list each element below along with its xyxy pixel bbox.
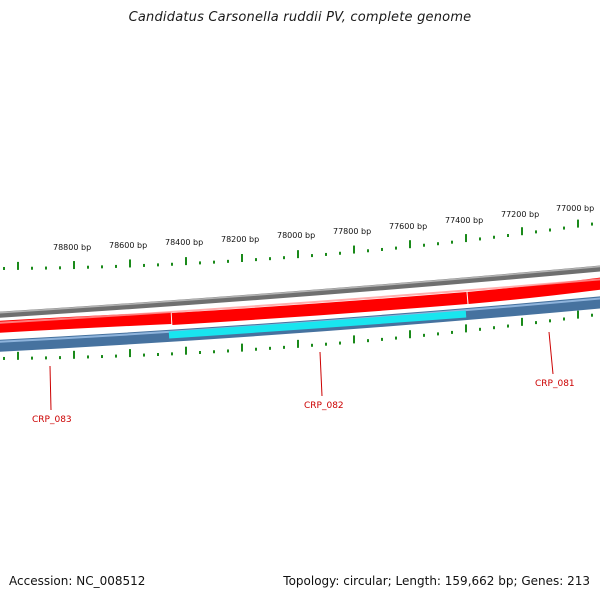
accession-text: Accession: NC_008512 <box>9 574 146 588</box>
gene-highlight-crp-082[interactable] <box>168 310 467 339</box>
gene-arrow-forward-middle[interactable] <box>171 292 468 325</box>
lower-tick-marks <box>3 310 593 360</box>
ruler-label-77800: 77800 bp <box>333 227 371 236</box>
genome-backbone-highlight <box>0 265 600 314</box>
ruler-label-77400: 77400 bp <box>445 216 483 225</box>
gene-label-crp-081[interactable]: CRP_081 <box>535 379 575 389</box>
gene-connector-crp-081 <box>548 331 554 375</box>
genome-summary-text: Topology: circular; Length: 159,662 bp; … <box>283 574 590 588</box>
upper-tick-marks <box>3 219 593 270</box>
genome-backbone <box>0 265 600 318</box>
gene-arrow-forward-right[interactable] <box>467 277 600 304</box>
ruler-label-77000: 77000 bp <box>556 204 594 213</box>
gene-connector-crp-082 <box>319 351 323 397</box>
ruler-label-77200: 77200 bp <box>501 210 539 219</box>
ruler-label-78400: 78400 bp <box>165 238 203 247</box>
gene-connector-crp-083 <box>49 365 52 411</box>
ruler-label-78000: 78000 bp <box>277 231 315 240</box>
ruler-label-77600: 77600 bp <box>389 222 427 231</box>
gene-label-crp-082[interactable]: CRP_082 <box>304 401 344 411</box>
ruler-label-78200: 78200 bp <box>221 235 259 244</box>
ruler-label-78800: 78800 bp <box>53 243 91 252</box>
gene-arrow-forward-left[interactable] <box>0 312 172 333</box>
gene-label-crp-083[interactable]: CRP_083 <box>32 415 72 425</box>
map-title: Candidatus Carsonella ruddii PV, complet… <box>128 10 472 25</box>
ruler-label-78600: 78600 bp <box>109 241 147 250</box>
gene-arrow-forward-sheen <box>0 278 600 324</box>
